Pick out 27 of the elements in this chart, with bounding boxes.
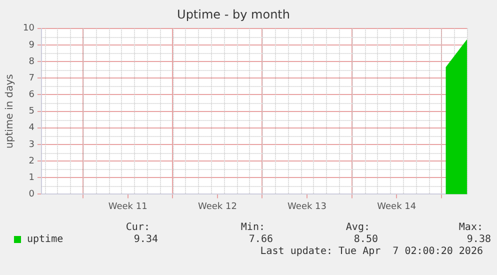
y-tick-label: 0 — [28, 190, 35, 200]
x-tick-label: Week 14 — [377, 202, 416, 212]
text: 9.34 — [134, 234, 158, 245]
y-tick-label: 4 — [28, 123, 35, 134]
y-tick-label: 8 — [28, 56, 35, 67]
chart-title: Uptime - by month — [177, 7, 290, 22]
text: 9.38 — [466, 234, 491, 245]
y-tick-label: 3 — [28, 140, 34, 150]
y-tick-label: 1 — [28, 172, 34, 183]
y-tick-label: 5 — [28, 106, 34, 117]
legend-label: uptime — [27, 234, 64, 245]
text: Cur: — [126, 222, 150, 233]
text: Min: — [240, 222, 265, 233]
text: 8.50 — [354, 234, 378, 245]
y-tick-label: 6 — [28, 90, 35, 100]
y-tick-label: 2 — [28, 156, 34, 166]
y-axis-title: uptime in days — [4, 74, 16, 148]
text: Avg: — [346, 222, 370, 233]
text: Max: — [458, 222, 483, 233]
x-tick-label: Week 12 — [198, 202, 237, 212]
y-tick-label: 10 — [23, 24, 35, 34]
x-tick-label: Week 11 — [108, 202, 148, 212]
text: 7.66 — [248, 234, 273, 245]
y-tick-label: 7 — [28, 73, 34, 84]
y-tick-label: 9 — [28, 40, 35, 50]
text: Last update: Tue Apr 7 02:00:20 2026 — [260, 246, 483, 257]
x-tick-label: Week 13 — [288, 202, 327, 212]
